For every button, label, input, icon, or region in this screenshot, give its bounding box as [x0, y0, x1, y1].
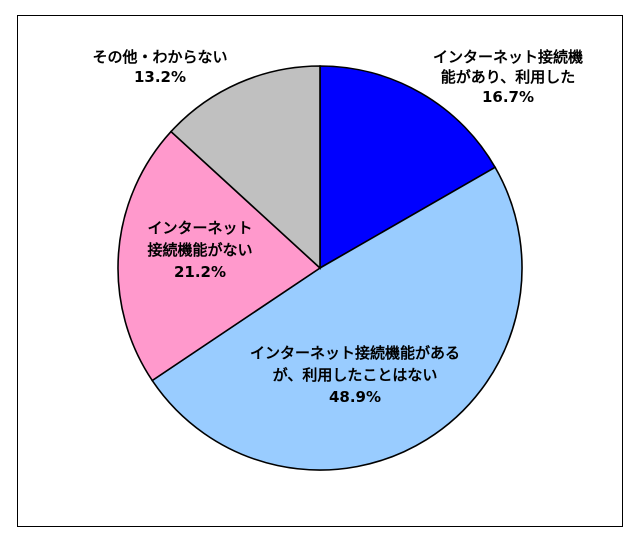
pie-slice-3 — [117, 130, 322, 382]
slice-1-label-line-1: インターネット接続機 — [433, 48, 583, 66]
slice-4-value-label: 13.2% — [134, 68, 186, 86]
slice-1-value-label: 16.7% — [482, 88, 534, 106]
slice-3-value-label: 21.2% — [174, 263, 226, 281]
slice-1-label-line-2: 能があり、利用した — [441, 68, 575, 86]
slice-2-label-line-2: が、利用したことはない — [273, 366, 438, 384]
pie-slice-4 — [169, 65, 321, 270]
slice-3-label-line-1: インターネット — [147, 219, 252, 237]
slice-3-label-line-2: 接続機能がない — [147, 241, 252, 259]
pie-slice-1 — [319, 65, 497, 270]
slice-4-label-line-1: その他・わからない — [92, 48, 227, 66]
slice-2-value-label: 48.9% — [329, 388, 381, 406]
slice-2-label-line-1: インターネット接続機能がある — [250, 344, 460, 362]
pie-slices — [117, 65, 523, 471]
pie-slice-2 — [151, 166, 523, 471]
